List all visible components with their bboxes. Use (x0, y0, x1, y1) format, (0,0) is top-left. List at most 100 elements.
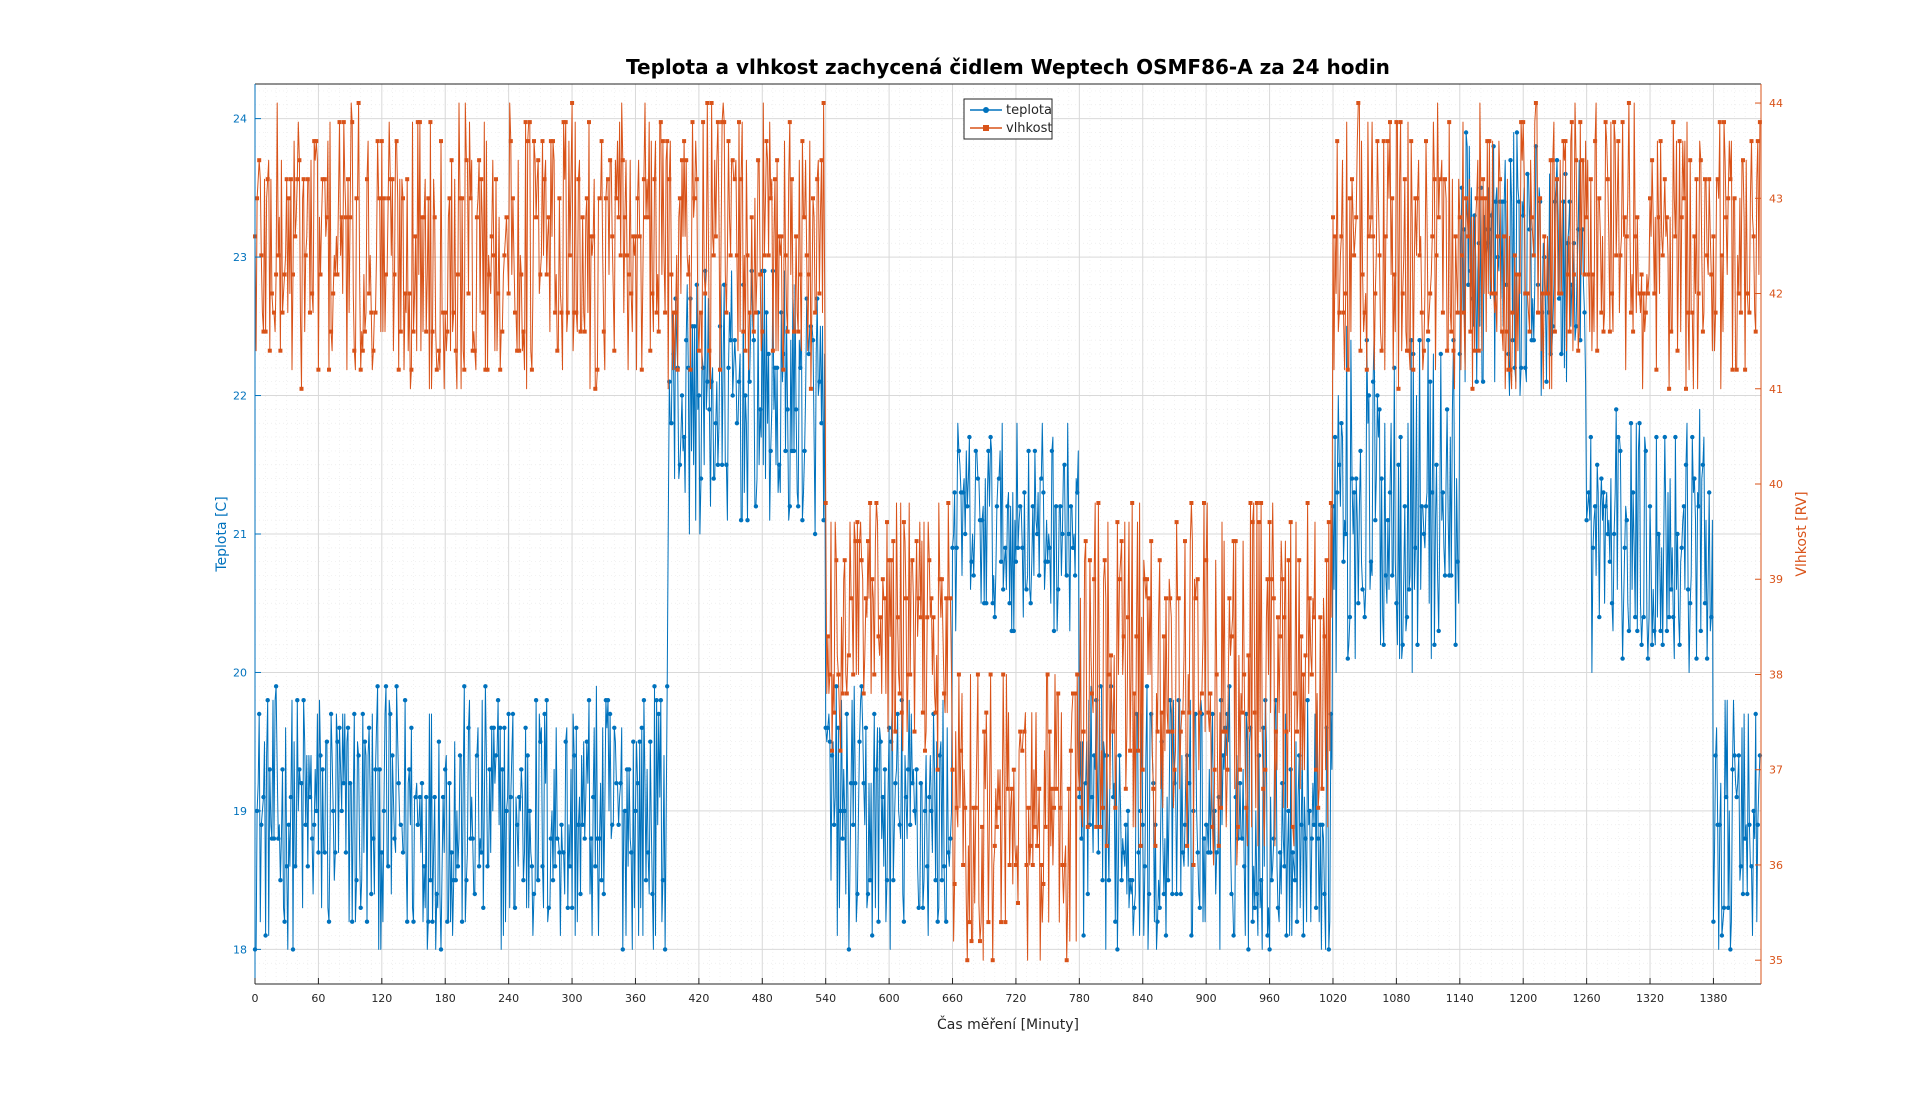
data-point-teplota (948, 836, 953, 841)
x-tick-label: 1080 (1382, 992, 1410, 1005)
data-point-vlhkost (390, 177, 395, 182)
data-point-vlhkost (1041, 882, 1046, 886)
data-point-vlhkost (876, 634, 881, 639)
data-point-teplota (1664, 628, 1670, 634)
x-tick-label: 0 (252, 992, 259, 1005)
data-point-teplota (464, 878, 469, 883)
data-point-teplota (834, 684, 839, 689)
data-point-vlhkost (688, 367, 693, 372)
data-point-teplota (428, 878, 433, 883)
data-point-vlhkost (428, 120, 433, 125)
data-point-teplota (483, 684, 488, 689)
data-point-vlhkost (504, 215, 509, 220)
data-point-teplota (303, 822, 308, 827)
data-point-vlhkost (343, 215, 348, 220)
data-point-vlhkost (1248, 501, 1253, 505)
data-point-vlhkost (546, 215, 551, 220)
data-point-teplota (424, 794, 429, 800)
data-point-teplota (842, 808, 847, 814)
data-point-teplota (1106, 878, 1112, 883)
data-point-teplota (299, 781, 304, 786)
data-point-teplota (447, 781, 452, 786)
data-point-teplota (1064, 573, 1069, 578)
data-point-teplota (973, 448, 978, 454)
data-point-vlhkost (1297, 558, 1302, 563)
data-point-vlhkost (1563, 139, 1568, 144)
x-tick-label: 120 (371, 992, 392, 1005)
data-point-vlhkost (282, 272, 287, 277)
data-point-vlhkost (1673, 234, 1678, 239)
data-point-teplota (895, 711, 900, 717)
data-point-teplota (844, 711, 849, 717)
data-point-teplota (1719, 933, 1725, 938)
data-point-teplota (698, 476, 704, 481)
data-point-vlhkost (1584, 215, 1589, 220)
data-point-vlhkost (673, 310, 678, 315)
data-point-teplota (865, 891, 871, 897)
data-point-vlhkost (1521, 120, 1526, 125)
data-point-vlhkost (1643, 310, 1648, 315)
data-point-vlhkost (1517, 272, 1521, 277)
data-point-teplota (601, 891, 606, 897)
data-point-teplota (1275, 905, 1281, 910)
data-point-teplota (1261, 725, 1266, 730)
data-point-vlhkost (1214, 672, 1219, 677)
data-point-vlhkost (293, 234, 298, 239)
data-point-teplota (322, 850, 327, 855)
data-point-teplota (1652, 628, 1657, 634)
data-point-teplota (1696, 504, 1701, 509)
data-point-vlhkost (973, 805, 978, 810)
data-point-teplota (1089, 794, 1095, 800)
data-point-vlhkost (891, 539, 896, 544)
data-point-teplota (1320, 822, 1325, 827)
data-point-teplota (1290, 850, 1296, 855)
data-point-vlhkost (825, 634, 830, 639)
data-point-teplota (1645, 656, 1651, 661)
data-point-vlhkost (1576, 348, 1581, 353)
data-point-teplota (971, 573, 976, 578)
data-point-vlhkost (817, 291, 822, 296)
data-point-vlhkost (1233, 539, 1238, 544)
data-point-vlhkost (1455, 310, 1460, 315)
data-point-vlhkost (508, 139, 513, 144)
data-point-teplota (979, 518, 985, 523)
data-point-vlhkost (988, 672, 993, 677)
data-point-vlhkost (1550, 158, 1555, 163)
data-point-teplota (1370, 379, 1376, 384)
x-tick-label: 1320 (1636, 992, 1664, 1005)
data-point-vlhkost (1037, 786, 1042, 791)
data-point-teplota (692, 324, 697, 329)
data-point-teplota (1440, 490, 1446, 495)
data-point-teplota (1679, 545, 1684, 550)
data-point-vlhkost (904, 596, 908, 601)
data-point-vlhkost (644, 215, 648, 220)
data-point-vlhkost (800, 139, 805, 144)
data-point-vlhkost (1223, 729, 1228, 734)
data-point-vlhkost (1424, 139, 1428, 144)
x-axis-label: Čas měření [Minuty] (937, 1015, 1079, 1033)
data-point-teplota (1288, 767, 1293, 772)
data-point-vlhkost (1096, 501, 1101, 505)
data-point-vlhkost (720, 120, 725, 125)
data-point-teplota (356, 753, 361, 758)
data-point-vlhkost (1168, 596, 1173, 601)
data-point-vlhkost (1345, 367, 1350, 372)
data-point-vlhkost (474, 215, 479, 220)
data-point-teplota (1675, 531, 1680, 537)
data-point-vlhkost (641, 177, 646, 182)
data-point-teplota (1267, 947, 1272, 952)
data-point-vlhkost (1056, 691, 1061, 696)
data-point-vlhkost (466, 291, 471, 296)
data-point-teplota (853, 781, 858, 786)
data-point-vlhkost (739, 177, 744, 182)
data-point-vlhkost (665, 139, 670, 144)
data-point-teplota (415, 822, 420, 827)
data-point-vlhkost (794, 234, 799, 239)
data-point-teplota (787, 504, 792, 509)
data-point-teplota (1658, 628, 1663, 634)
data-point-teplota (265, 698, 270, 703)
data-point-vlhkost (367, 291, 372, 296)
data-point-vlhkost (455, 272, 460, 277)
data-point-vlhkost (1178, 729, 1183, 734)
data-point-vlhkost (346, 177, 350, 182)
